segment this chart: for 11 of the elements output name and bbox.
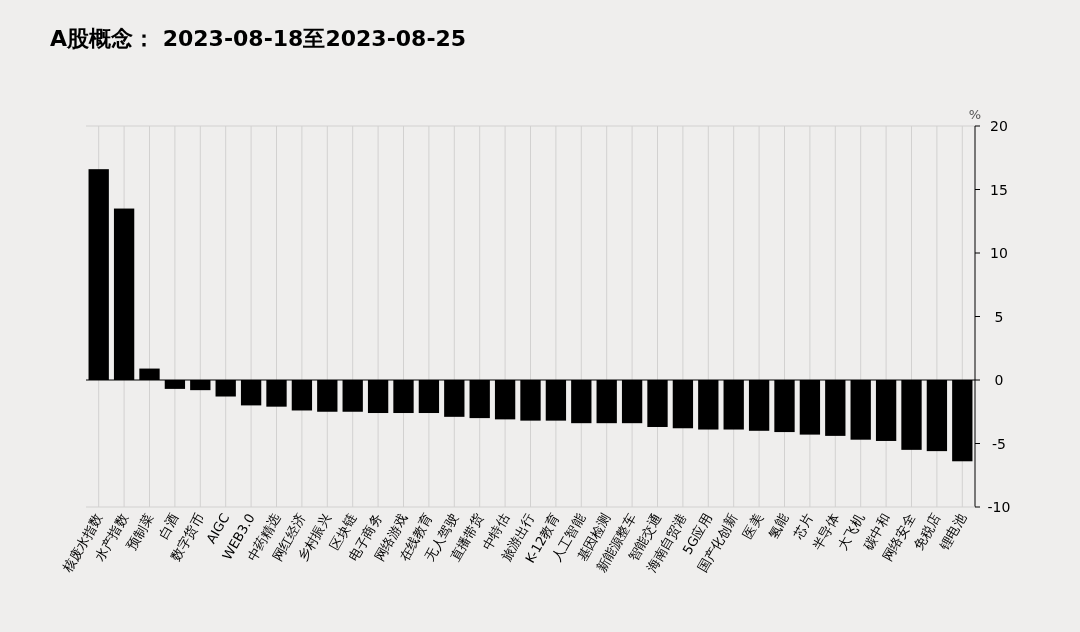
y-tick-label: 15	[990, 181, 1008, 198]
y-tick-label: 10	[990, 245, 1008, 261]
y-tick-label: 0	[994, 372, 1004, 388]
y-tick-label: -10	[987, 499, 1011, 515]
y-axis-title: %	[968, 107, 982, 122]
x-tick-label: 医美	[739, 511, 766, 542]
y-tick-label: 20	[990, 118, 1008, 134]
y-tick-label: -5	[992, 435, 1006, 452]
x-tick-label: 氢能	[765, 511, 792, 542]
chart-title: A股概念： 2023-08-18至2023-08-25	[50, 26, 467, 51]
y-tick-label: 5	[994, 308, 1004, 325]
